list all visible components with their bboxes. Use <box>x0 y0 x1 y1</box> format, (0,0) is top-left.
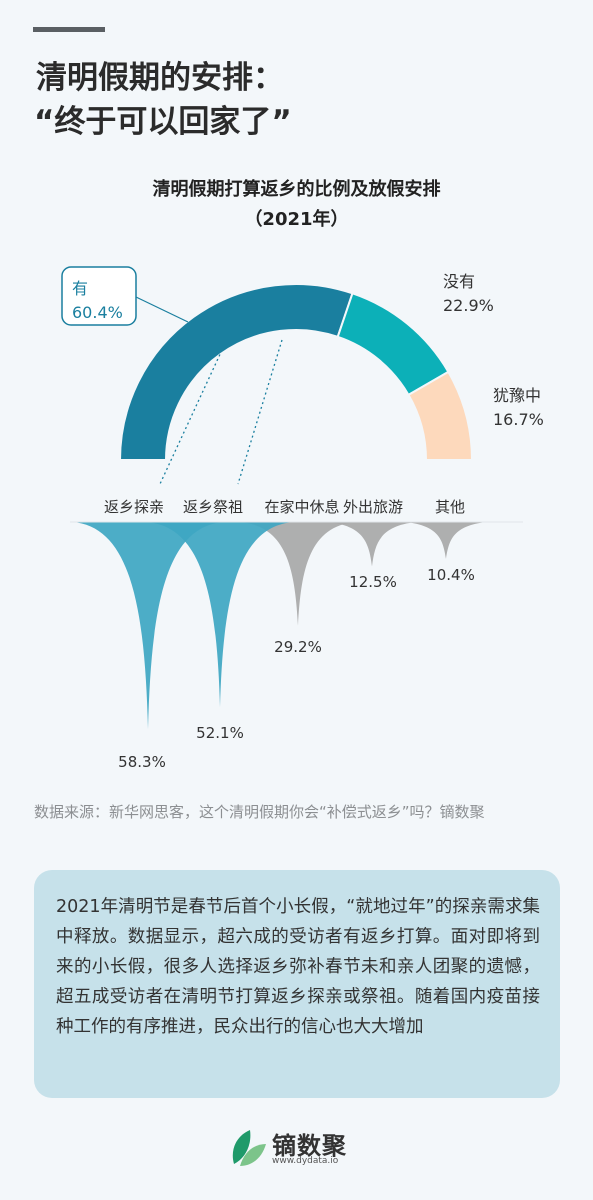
chart-subtitle: （2021年） <box>244 209 349 230</box>
spike-value-label: 12.5% <box>349 573 397 591</box>
donut-segment <box>118 283 354 461</box>
spike-value-label: 29.2% <box>274 638 322 656</box>
headline-line-1: 清明假期的安排： <box>36 60 284 96</box>
label-yes-name: 有 <box>72 279 88 298</box>
spike-bar <box>240 522 356 626</box>
label-no-value: 22.9% <box>443 296 494 315</box>
donut-chart: 有 60.4% 没有 22.9% 犹豫中 16.7% <box>61 266 544 461</box>
spike-value-label: 58.3% <box>118 753 166 771</box>
label-yes-value: 60.4% <box>72 303 123 322</box>
label-yes-box <box>61 266 137 326</box>
label-no-name: 没有 <box>443 272 475 291</box>
logo-name: 镝数聚 <box>272 1132 347 1160</box>
spike-category-label: 在家中休息 <box>264 498 339 516</box>
chart-area: 有 60.4% 没有 22.9% 犹豫中 16.7% 返乡探亲 返乡祭祖 在家中休息 外出旅游 其… <box>61 266 544 771</box>
label-yes-leader <box>135 296 189 323</box>
spike-value-label: 10.4% <box>427 566 475 584</box>
chart-title: 清明假期打算返乡的比例及放假安排 <box>152 179 441 200</box>
spike-category-label: 外出旅游 <box>343 498 403 516</box>
spike-category-label: 其他 <box>435 498 465 516</box>
summary-box: 2021年清明节是春节后首个小长假，“就地过年”的探亲需求集中释放。数据显示，超… <box>34 870 560 1098</box>
label-hesitant-name: 犹豫中 <box>493 386 541 405</box>
label-yes: 有 60.4% <box>61 266 137 326</box>
donut-segment <box>336 292 450 397</box>
spike-value-label: 52.1% <box>196 724 244 742</box>
data-source: 数据来源：新华网思客，这个清明假期你会“补偿式返乡”吗？镝数聚 <box>34 803 485 821</box>
donut-segment <box>407 370 474 461</box>
leaf-icon <box>232 1130 266 1166</box>
label-hesitant-value: 16.7% <box>493 410 544 429</box>
spike-bar <box>146 522 294 707</box>
spike-bar <box>72 522 224 729</box>
spike-bar <box>406 522 486 559</box>
spike-chart: 返乡探亲 返乡祭祖 在家中休息 外出旅游 其他 58.3% 52.1% 29.2% 12.5% 1… <box>70 339 523 771</box>
title-accent-bar <box>33 27 105 32</box>
spike-category-label: 返乡探亲 <box>104 498 164 516</box>
headline-line-2: “终于可以回家了” <box>34 104 292 140</box>
spike-bar <box>328 522 416 567</box>
spike-category-label: 返乡祭祖 <box>183 498 243 516</box>
summary-text: 2021年清明节是春节后首个小长假，“就地过年”的探亲需求集中释放。数据显示，超… <box>56 897 540 1037</box>
connector-line <box>237 339 283 485</box>
logo-url: www.dydata.io <box>272 1156 339 1166</box>
brand-logo: 镝数聚 www.dydata.io <box>228 1124 378 1172</box>
